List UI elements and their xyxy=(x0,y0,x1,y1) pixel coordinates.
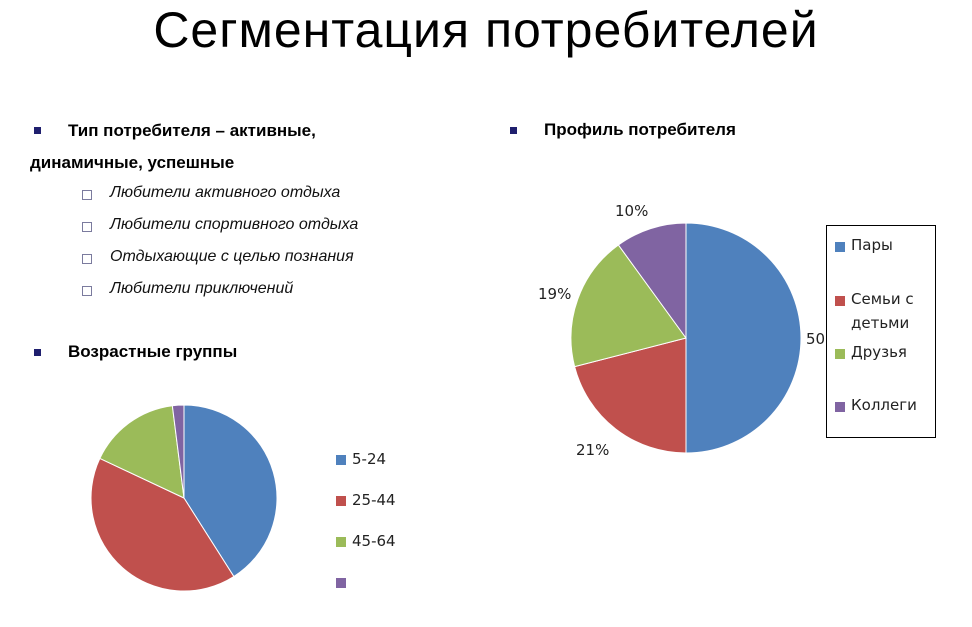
age-pie-slice-2 xyxy=(99,405,185,499)
age-pie-slice-1 xyxy=(90,457,235,592)
profile-data-label-1: 21% xyxy=(576,441,610,459)
sub-item-sport: Любители спортивного отдыха xyxy=(110,216,359,233)
profile-legend-label-2: Друзья xyxy=(851,343,907,361)
profile-legend-label-3: Коллеги xyxy=(851,396,917,414)
age-legend-label-0: 5-24 xyxy=(352,450,387,468)
profile-legend: Пары Семьи с детьми Друзья Коллеги xyxy=(826,225,936,438)
age-pie-slice-3 xyxy=(171,404,185,499)
age-pie-chart xyxy=(90,404,278,592)
age-groups-heading: Возрастные группы xyxy=(68,342,238,361)
age-legend-label-1: 25-44 xyxy=(352,491,396,509)
profile-data-label-3: 10% xyxy=(615,202,649,220)
age-legend: 5-24 25-44 45-64 xyxy=(334,450,454,600)
consumer-profile-heading: Профиль потребителя xyxy=(544,120,736,139)
consumer-type-heading-cont: динамичные, успешные xyxy=(30,153,235,172)
profile-pie-slice-2 xyxy=(570,244,687,368)
age-legend-swatch-2 xyxy=(336,537,346,547)
profile-legend-label-1-line-1: детьми xyxy=(851,314,910,332)
sub-bullet-icon xyxy=(82,190,92,200)
profile-legend-label-0: Пары xyxy=(851,236,893,254)
profile-pie-chart xyxy=(570,222,802,454)
consumer-type-heading: Тип потребителя – активные, xyxy=(68,121,316,140)
bullet-icon xyxy=(510,127,517,134)
profile-legend-swatch-1 xyxy=(835,296,845,306)
page-title: Сегментация потребителей xyxy=(153,2,819,58)
profile-pie-slice-0 xyxy=(685,222,802,454)
profile-pie-slice-1 xyxy=(574,337,687,454)
sub-item-cognitive: Отдыхающие с целью познания xyxy=(110,248,354,265)
age-legend-swatch-0 xyxy=(336,455,346,465)
age-legend-swatch-1 xyxy=(336,496,346,506)
profile-legend-swatch-0 xyxy=(835,242,845,252)
profile-legend-swatch-3 xyxy=(835,402,845,412)
profile-legend-swatch-2 xyxy=(835,349,845,359)
bullet-icon xyxy=(34,127,41,134)
age-pie-slice-0 xyxy=(183,404,278,578)
profile-data-label-2: 19% xyxy=(538,285,572,303)
profile-legend-label-1-line-0: Семьи с xyxy=(851,290,914,308)
profile-data-label-0: 50 xyxy=(806,330,826,348)
sub-bullet-icon xyxy=(82,254,92,264)
sub-bullet-icon xyxy=(82,222,92,232)
age-legend-label-2: 45-64 xyxy=(352,532,396,550)
age-legend-swatch-3 xyxy=(336,578,346,588)
bullet-icon xyxy=(34,349,41,356)
sub-bullet-icon xyxy=(82,286,92,296)
sub-item-adventure: Любители приключений xyxy=(110,280,294,297)
profile-pie-slice-3 xyxy=(617,222,687,340)
sub-item-active: Любители активного отдыха xyxy=(110,184,341,201)
